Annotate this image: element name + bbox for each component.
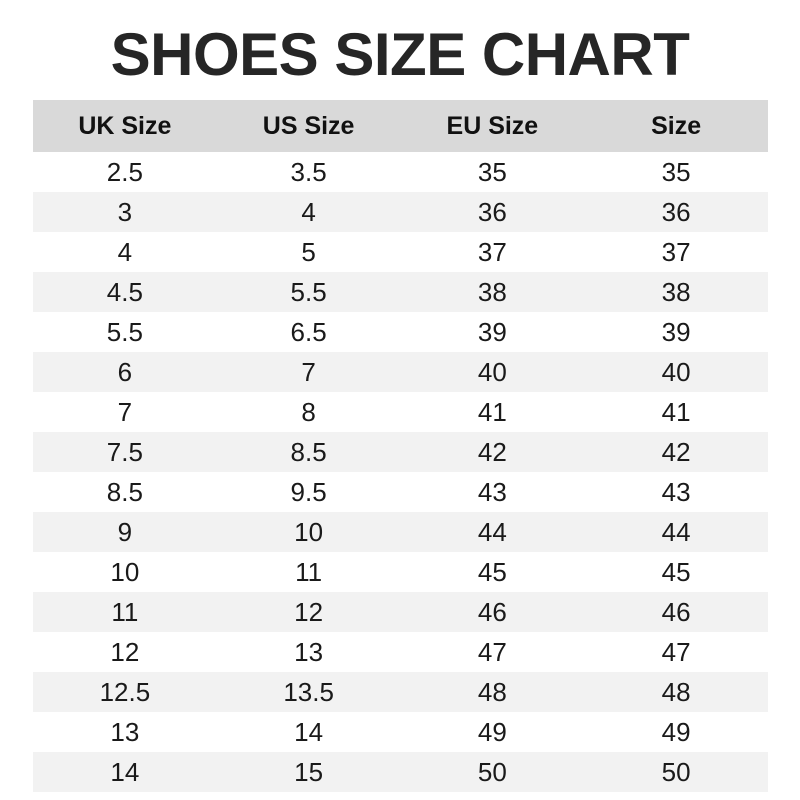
table-cell: 8 [216,392,401,432]
table-cell: 39 [584,312,768,352]
table-cell: 6 [33,352,217,392]
table-cell: 36 [400,192,585,232]
table-cell: 8.5 [216,432,401,472]
table-cell: 14 [216,712,401,752]
table-cell: 12.5 [33,672,217,712]
table-cell: 7 [216,352,401,392]
table-header: UK Size US Size EU Size Size [33,100,768,152]
table-row: 6 7 40 40 [33,352,768,392]
table-cell: 40 [584,352,768,392]
table-cell: 44 [400,512,585,552]
table-cell: 7 [33,392,217,432]
table-row: 13 14 49 49 [33,712,768,752]
table-cell: 37 [400,232,585,272]
table-row: 3 4 36 36 [33,192,768,232]
table-cell: 13 [216,632,401,672]
table-cell: 9.5 [216,472,401,512]
table-cell: 6.5 [216,312,401,352]
table-cell: 3.5 [216,152,401,192]
table-row: 9 10 44 44 [33,512,768,552]
table-cell: 15 [216,752,401,792]
table-row: 8.5 9.5 43 43 [33,472,768,512]
table-cell: 45 [400,552,585,592]
page-title: SHOES SIZE CHART [110,21,690,88]
table-row: 2.5 3.5 35 35 [33,152,768,192]
table-cell: 11 [33,592,217,632]
table-cell: 47 [584,632,768,672]
table-cell: 48 [584,672,768,712]
table-row: 11 12 46 46 [33,592,768,632]
table-cell: 46 [400,592,585,632]
table-cell: 43 [584,472,768,512]
shoes-size-table: UK Size US Size EU Size Size 2.5 3.5 35 35 3… [33,100,768,792]
table-cell: 49 [584,712,768,752]
table-cell: 45 [584,552,768,592]
table-cell: 36 [584,192,768,232]
table-cell: 5.5 [216,272,401,312]
table-cell: 10 [33,552,217,592]
table-cell: 11 [216,552,401,592]
table-cell: 4 [33,232,217,272]
table-cell: 13.5 [216,672,401,712]
table-cell: 2.5 [33,152,217,192]
table-cell: 8.5 [33,472,217,512]
table-row: 5.5 6.5 39 39 [33,312,768,352]
table-cell: 48 [400,672,585,712]
column-header-uk-size: UK Size [33,100,217,152]
table-cell: 37 [584,232,768,272]
table-cell: 7.5 [33,432,217,472]
table-cell: 47 [400,632,585,672]
table-cell: 12 [33,632,217,672]
table-cell: 39 [400,312,585,352]
table-cell: 40 [400,352,585,392]
table-cell: 12 [216,592,401,632]
table-cell: 38 [584,272,768,312]
column-header-eu-size: EU Size [400,100,585,152]
table-cell: 44 [584,512,768,552]
table-row: 10 11 45 45 [33,552,768,592]
table-cell: 9 [33,512,217,552]
table-cell: 3 [33,192,217,232]
table-cell: 13 [33,712,217,752]
table-cell: 41 [400,392,585,432]
column-header-us-size: US Size [216,100,401,152]
table-cell: 41 [584,392,768,432]
table-cell: 38 [400,272,585,312]
table-header-row: UK Size US Size EU Size Size [33,100,768,152]
table-row: 4 5 37 37 [33,232,768,272]
table-cell: 50 [400,752,585,792]
table-cell: 5.5 [33,312,217,352]
table-cell: 43 [400,472,585,512]
table-cell: 46 [584,592,768,632]
table-cell: 35 [400,152,585,192]
table-cell: 4.5 [33,272,217,312]
table-row: 12.5 13.5 48 48 [33,672,768,712]
column-header-size: Size [584,100,768,152]
table-cell: 49 [400,712,585,752]
table-cell: 10 [216,512,401,552]
table-cell: 14 [33,752,217,792]
table-cell: 4 [216,192,401,232]
table-row: 7.5 8.5 42 42 [33,432,768,472]
table-cell: 42 [400,432,585,472]
table-cell: 50 [584,752,768,792]
table-row: 7 8 41 41 [33,392,768,432]
table-cell: 42 [584,432,768,472]
table-row: 14 15 50 50 [33,752,768,792]
table-row: 12 13 47 47 [33,632,768,672]
table-body: 2.5 3.5 35 35 3 4 36 36 4 5 37 37 4.5 5.5 38 38 5.5 6.5 39… [33,152,768,792]
table-cell: 5 [216,232,401,272]
table-cell: 35 [584,152,768,192]
table-row: 4.5 5.5 38 38 [33,272,768,312]
